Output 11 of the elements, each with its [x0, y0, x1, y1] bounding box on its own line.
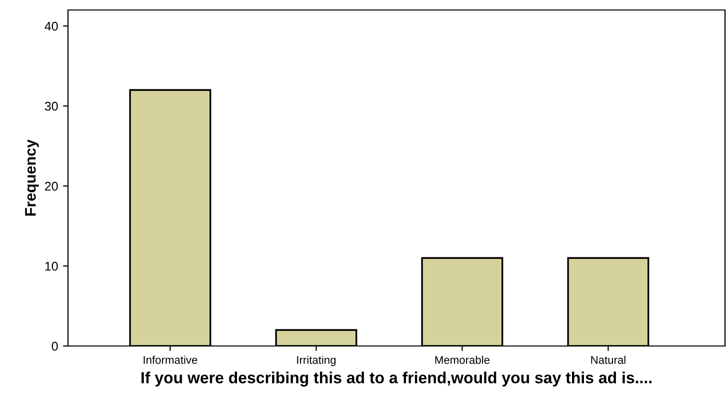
- x-tick-label: Natural: [591, 356, 626, 364]
- y-tick-label: 20: [45, 182, 58, 191]
- y-tick-label: 40: [44, 22, 58, 31]
- y-tick-label: 0: [52, 342, 58, 351]
- x-tick-label: Irritating: [297, 356, 336, 366]
- x-tick-label: Memorable: [435, 356, 490, 364]
- y-axis-title: Frequency: [25, 139, 39, 216]
- x-tick-label: Informative: [144, 356, 198, 364]
- y-tick-label: 30: [44, 102, 58, 111]
- x-axis-title: If you were describing this ad to a friend,would you say this ad is....: [142, 372, 652, 387]
- y-tick-label: 10: [45, 262, 58, 271]
